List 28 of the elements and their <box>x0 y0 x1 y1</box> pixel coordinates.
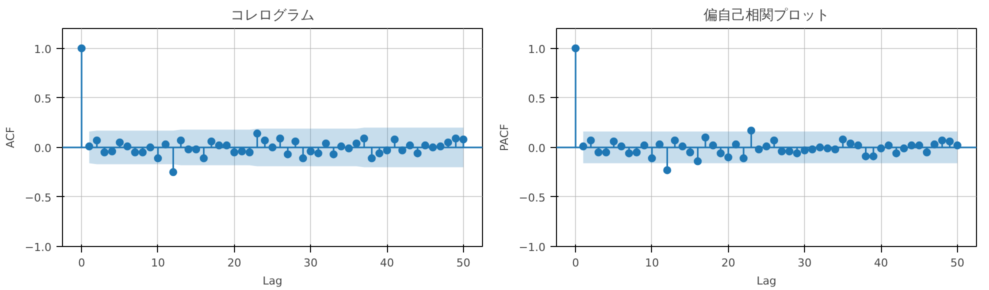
chart-title: 偏自己相関プロット <box>704 8 830 24</box>
y-axis-title: ACF <box>4 126 17 148</box>
x-axis-title: Lag <box>756 274 776 288</box>
x-tick-label: 10 <box>150 256 165 270</box>
y-tick-label: 0.0 <box>528 142 546 155</box>
x-tick-label: 0 <box>572 256 580 270</box>
x-tick-label: 30 <box>798 256 812 270</box>
x-tick-label: 40 <box>874 256 888 270</box>
x-tick-label: 20 <box>721 256 736 270</box>
x-tick-label: 10 <box>644 256 659 270</box>
x-tick-label: 20 <box>227 256 242 270</box>
x-tick-label: 30 <box>304 256 318 270</box>
y-tick-label: −1.0 <box>518 241 546 254</box>
y-tick-label: −1.0 <box>24 241 52 254</box>
chart-title: コレログラム <box>230 8 314 24</box>
x-tick-label: 50 <box>950 256 964 270</box>
y-tick-label: 0.5 <box>528 92 546 106</box>
y-tick-label: 1.0 <box>34 42 52 56</box>
y-tick-label: 0.5 <box>34 92 52 106</box>
y-tick-label: 0.0 <box>34 142 52 155</box>
y-tick-label: −0.5 <box>24 191 52 204</box>
y-tick-label: 1.0 <box>528 42 546 56</box>
y-tick-label: −0.5 <box>518 191 546 204</box>
x-tick-label: 0 <box>78 256 86 270</box>
x-tick-label: 50 <box>456 256 470 270</box>
x-tick-label: 40 <box>380 256 394 270</box>
x-axis-title: Lag <box>262 274 282 288</box>
y-axis-title: PACF <box>498 124 511 152</box>
